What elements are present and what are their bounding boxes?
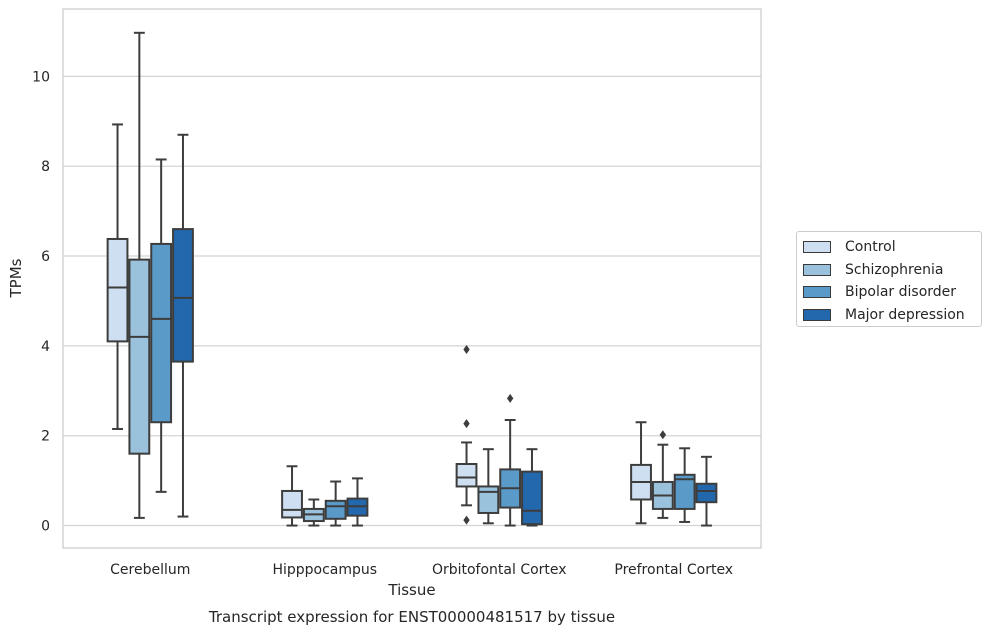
- legend: Control Schizophrenia Bipolar disorder Majo…: [796, 231, 982, 327]
- legend-item: Bipolar disorder: [797, 281, 981, 304]
- boxes: [106, 31, 718, 527]
- box-group: [346, 477, 369, 527]
- box: [281, 489, 303, 519]
- box: [695, 482, 718, 504]
- box-group: [477, 448, 500, 525]
- box-group: [455, 344, 478, 525]
- box: [324, 499, 347, 520]
- y-tick-label: 6: [41, 249, 50, 265]
- legend-swatch: [803, 241, 831, 254]
- legend-label: Bipolar disorder: [845, 284, 957, 301]
- y-tick-label: 4: [41, 339, 50, 355]
- y-tick-label: 8: [41, 159, 50, 175]
- legend-label: Control: [845, 239, 896, 256]
- outlier-point: [463, 344, 470, 354]
- x-tick-labels: Cerebellum Hipppocampus Orbitofontal Corte…: [110, 562, 733, 578]
- box-group: [324, 480, 347, 527]
- legend-item: Major depression: [797, 304, 981, 327]
- box: [673, 473, 696, 510]
- box-group: [499, 393, 522, 527]
- legend-item: Control: [797, 236, 981, 259]
- y-tick-label: 0: [41, 519, 50, 535]
- box-group: [281, 465, 303, 527]
- x-axis-label: Tissue: [387, 581, 435, 599]
- legend-swatch: [803, 286, 831, 299]
- legend-swatch: [803, 308, 831, 321]
- box-group: [302, 498, 325, 527]
- outlier-point: [506, 393, 514, 403]
- x-tick-label: Prefrontal Cortex: [614, 562, 733, 578]
- legend-item: Schizophrenia: [797, 259, 981, 282]
- legend-swatch: [803, 263, 831, 276]
- outlier-point: [659, 430, 667, 440]
- box-group: [106, 123, 129, 430]
- plot-frame: [62, 8, 762, 549]
- box-group: [521, 448, 543, 527]
- outlier-point: [463, 419, 470, 429]
- box-group: [630, 421, 652, 525]
- y-tick-labels: 0 2 4 6 8 10: [32, 69, 50, 534]
- x-tick-label: Orbitofontal Cortex: [432, 562, 567, 578]
- y-tick-label: 10: [32, 69, 50, 85]
- box-group: [150, 158, 173, 493]
- box-group: [128, 31, 151, 519]
- box: [521, 470, 543, 526]
- y-tick-label: 2: [41, 429, 50, 445]
- x-tick-label: Hipppocampus: [272, 562, 377, 578]
- box: [455, 463, 478, 488]
- box: [477, 485, 500, 514]
- box: [128, 258, 151, 455]
- legend-label: Major depression: [845, 306, 965, 323]
- y-axis-label: TPMs: [7, 258, 25, 298]
- box-group: [673, 447, 696, 523]
- box-group: [695, 455, 718, 527]
- x-tick-label: Cerebellum: [110, 562, 190, 578]
- box: [150, 242, 173, 424]
- outlier-point: [463, 515, 470, 525]
- box-group: [651, 430, 674, 519]
- box: [106, 237, 129, 343]
- chart-title: Transcript expression for ENST0000048151…: [208, 608, 615, 626]
- box-group: [172, 133, 194, 518]
- box: [172, 228, 194, 363]
- legend-label: Schizophrenia: [845, 261, 944, 278]
